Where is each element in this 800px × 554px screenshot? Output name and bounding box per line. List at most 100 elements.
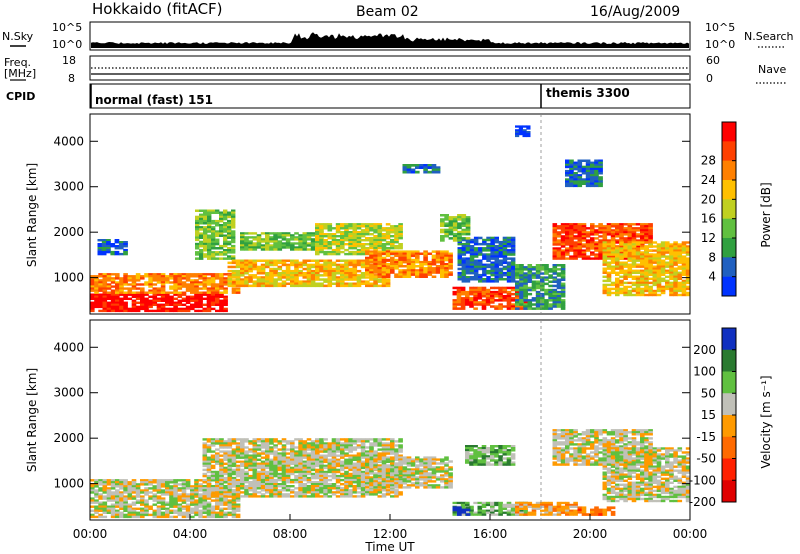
power-cell — [556, 292, 562, 296]
power-cell — [199, 217, 204, 221]
velocity-cell — [231, 462, 237, 465]
power-cell — [231, 272, 237, 275]
power-cell — [260, 244, 266, 247]
power-cell — [544, 292, 549, 296]
velocity-cell — [206, 448, 212, 451]
power-cell — [385, 250, 391, 253]
power-cell — [606, 293, 612, 297]
velocity-cell — [335, 438, 341, 441]
velocity-cell — [215, 501, 220, 504]
power-cell — [590, 165, 595, 169]
power-cell — [356, 243, 362, 246]
power-cell — [115, 297, 120, 300]
velocity-cell — [244, 454, 249, 457]
power-cell — [552, 292, 558, 296]
power-cell — [248, 280, 253, 283]
power-cell — [498, 242, 504, 246]
power-cell — [665, 269, 670, 272]
velocity-cell — [302, 483, 308, 486]
power-cell — [635, 257, 641, 260]
power-cell — [548, 292, 553, 296]
power-cell — [285, 276, 291, 279]
velocity-cell — [144, 507, 149, 510]
power-cell — [106, 305, 112, 309]
power-cell — [219, 287, 224, 290]
power-cell — [114, 250, 120, 254]
power-cell — [135, 297, 141, 300]
power-cell — [648, 237, 653, 240]
power-cell — [673, 271, 678, 274]
power-cell — [644, 251, 649, 254]
power-cell — [195, 257, 200, 260]
velocity-cell — [210, 466, 216, 470]
power-cell — [585, 233, 591, 236]
velocity-cell — [240, 485, 245, 488]
power-cell — [473, 292, 478, 296]
velocity-cell — [240, 440, 245, 443]
power-cell — [602, 289, 608, 293]
velocity-cell — [306, 470, 312, 474]
power-cell — [648, 281, 653, 285]
power-cell — [273, 282, 278, 285]
power-cell — [440, 220, 445, 223]
power-cell — [390, 265, 395, 268]
power-cell — [627, 259, 633, 262]
velocity-cell — [252, 472, 258, 476]
velocity-cell — [281, 489, 287, 492]
power-cell — [156, 275, 162, 278]
velocity-cell — [177, 487, 183, 490]
power-cell — [569, 223, 574, 226]
velocity-cell — [98, 489, 103, 492]
power-cell — [590, 245, 595, 248]
power-cell — [619, 261, 624, 264]
power-cell — [152, 309, 158, 313]
velocity-cell — [319, 491, 324, 494]
power-cell — [457, 251, 462, 254]
velocity-cell — [252, 456, 258, 459]
velocity-cell — [215, 485, 220, 488]
power-cell — [160, 305, 166, 309]
power-cell — [160, 287, 166, 290]
power-cell — [444, 271, 449, 274]
power-cell — [478, 242, 483, 246]
power-cell — [544, 272, 549, 275]
velocity-cell — [152, 493, 158, 496]
velocity-cell — [331, 458, 337, 461]
power-cell — [335, 259, 341, 262]
power-cell — [199, 222, 204, 225]
power-cell — [560, 241, 566, 244]
power-cell — [210, 291, 216, 294]
power-cell — [635, 247, 641, 250]
power-cell — [681, 271, 687, 274]
velocity-cell — [310, 444, 316, 447]
power-cell — [277, 244, 283, 247]
velocity-cell — [110, 515, 116, 519]
power-cell — [215, 247, 220, 250]
power-cell — [494, 240, 499, 244]
power-cell — [535, 264, 541, 267]
power-cell — [169, 287, 174, 290]
power-cell — [127, 289, 133, 292]
power-cell — [290, 248, 295, 251]
power-cell — [448, 267, 453, 270]
velocity-cell — [219, 497, 224, 500]
power-cell — [140, 283, 145, 286]
velocity-cell — [215, 513, 220, 517]
velocity-cell — [344, 448, 349, 451]
power-cell — [352, 239, 358, 242]
power-cell — [406, 252, 412, 255]
power-cell — [207, 211, 212, 214]
power-cell — [502, 257, 508, 260]
velocity-cell — [235, 450, 241, 453]
power-cell — [198, 287, 203, 290]
power-cell — [415, 254, 420, 258]
power-cell — [610, 271, 616, 274]
power-cell — [177, 293, 183, 296]
power-cell — [660, 251, 666, 254]
power-cell — [681, 263, 687, 266]
power-cell — [323, 280, 328, 283]
velocity-cell — [240, 448, 245, 451]
power-cell — [581, 255, 587, 258]
power-cell — [585, 172, 591, 175]
velocity-cell — [265, 456, 270, 459]
